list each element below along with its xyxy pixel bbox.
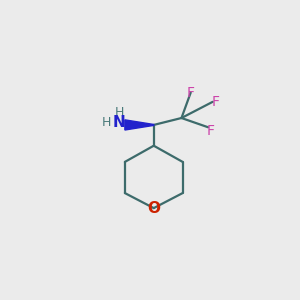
Text: F: F [206, 124, 214, 138]
Text: F: F [212, 95, 220, 109]
Text: H: H [102, 116, 111, 129]
Polygon shape [125, 120, 154, 130]
Text: N: N [113, 115, 125, 130]
Text: F: F [187, 85, 195, 100]
Text: H: H [114, 106, 124, 119]
Text: O: O [147, 201, 160, 216]
